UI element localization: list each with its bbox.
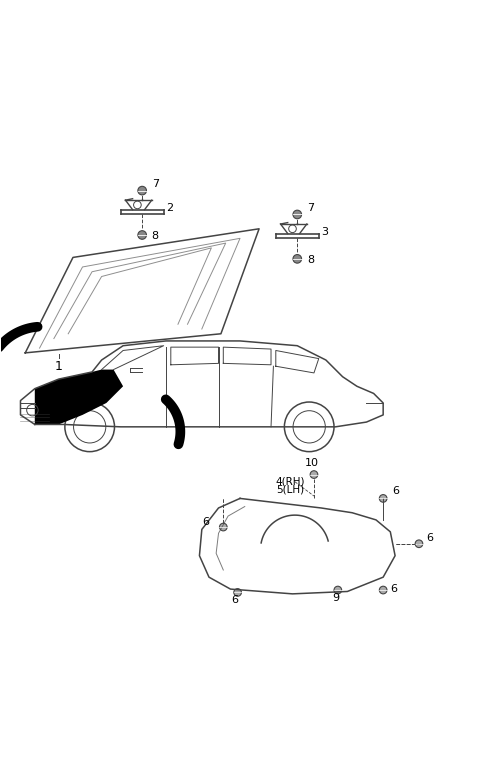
Polygon shape bbox=[35, 369, 123, 424]
Circle shape bbox=[234, 588, 241, 596]
Text: 2: 2 bbox=[166, 203, 173, 214]
Circle shape bbox=[310, 471, 318, 478]
Text: 9: 9 bbox=[332, 593, 339, 603]
Text: 3: 3 bbox=[321, 227, 328, 237]
Circle shape bbox=[219, 523, 227, 531]
Text: 8: 8 bbox=[152, 231, 159, 241]
Circle shape bbox=[293, 210, 301, 219]
Circle shape bbox=[415, 540, 423, 548]
Text: 4(RH): 4(RH) bbox=[276, 476, 305, 486]
Text: 6: 6 bbox=[426, 533, 433, 543]
Text: 6: 6 bbox=[390, 584, 397, 594]
Circle shape bbox=[138, 230, 146, 240]
Circle shape bbox=[334, 586, 342, 594]
Text: 6: 6 bbox=[232, 595, 239, 605]
Circle shape bbox=[379, 586, 387, 594]
Text: 7: 7 bbox=[152, 179, 159, 188]
Text: 5(LH): 5(LH) bbox=[276, 485, 304, 494]
Text: 1: 1 bbox=[55, 360, 62, 373]
Text: 7: 7 bbox=[307, 203, 314, 213]
Circle shape bbox=[293, 255, 301, 263]
Text: 8: 8 bbox=[307, 255, 314, 265]
Text: 6: 6 bbox=[393, 485, 400, 496]
Circle shape bbox=[138, 186, 146, 195]
Text: 6: 6 bbox=[202, 517, 209, 526]
Text: 10: 10 bbox=[305, 458, 319, 468]
Circle shape bbox=[379, 494, 387, 502]
